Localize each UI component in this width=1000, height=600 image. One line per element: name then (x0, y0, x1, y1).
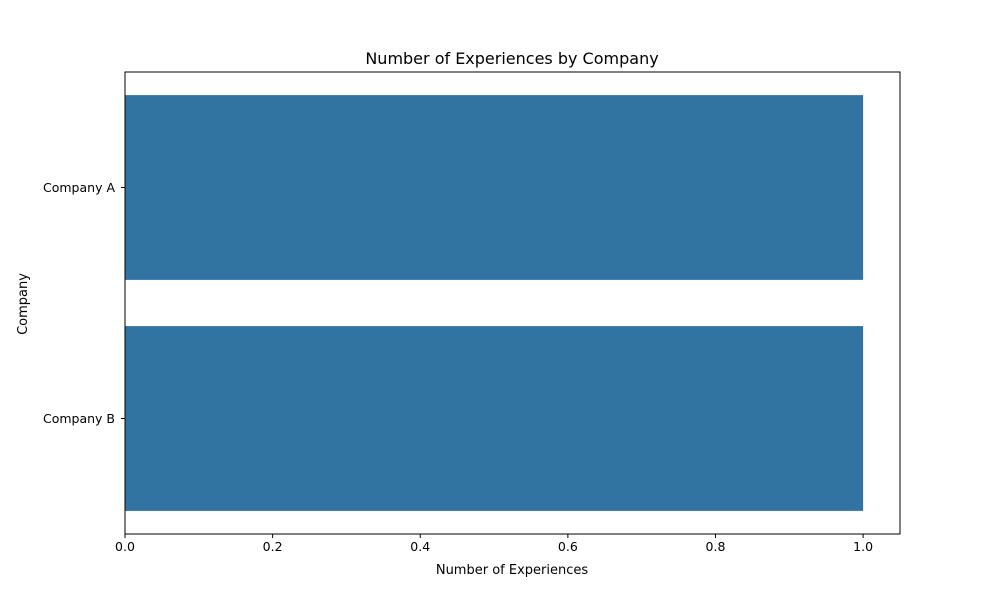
x-tick-label: 0.2 (263, 539, 283, 554)
x-tick-label: 1.0 (853, 539, 873, 554)
ticks-layer: Company A Company B 0.0 0.2 0.4 0.6 0.8 1.0 (43, 180, 873, 554)
x-tick-label: 0.4 (410, 539, 430, 554)
bar-company-a (125, 95, 864, 280)
y-axis-label: Company (16, 273, 31, 335)
x-axis-label: Number of Experiences (436, 563, 589, 578)
plot-frame (124, 71, 901, 535)
chart-title: Number of Experiences by Company (365, 49, 658, 68)
x-tick-label: 0.8 (706, 539, 726, 554)
x-tick-label: 0.6 (558, 539, 578, 554)
axes-layer (124, 71, 901, 535)
bars-layer (125, 95, 864, 511)
y-tick-label: Company B (43, 411, 115, 426)
bar-company-b (125, 326, 864, 511)
y-tick-label: Company A (43, 180, 115, 195)
x-tick-label: 0.0 (115, 539, 135, 554)
